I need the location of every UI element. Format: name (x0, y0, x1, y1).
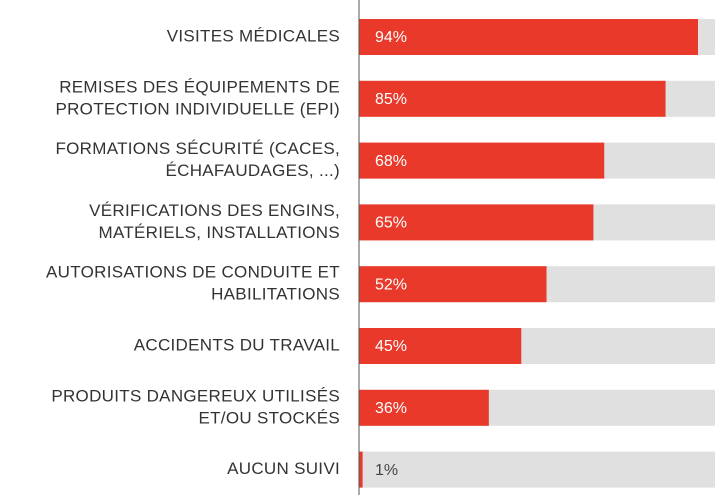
category-label: MATÉRIELS, INSTALLATIONS (99, 223, 340, 242)
category-label: VISITES MÉDICALES (167, 26, 340, 45)
bar (359, 328, 522, 364)
category-label: REMISES DES ÉQUIPEMENTS DE (59, 77, 340, 96)
category-label: ACCIDENTS DU TRAVAIL (134, 335, 340, 354)
bar (359, 451, 363, 488)
value-label: 36% (375, 400, 407, 417)
category-label: ET/OU STOCKÉS (198, 408, 340, 427)
bar (359, 266, 547, 303)
category-label: HABILITATIONS (211, 285, 340, 304)
value-label: 65% (375, 215, 407, 232)
category-label: AUTORISATIONS DE CONDUITE ET (46, 263, 340, 282)
category-label: VÉRIFICATIONS DES ENGINS, (89, 201, 340, 220)
bar (359, 80, 666, 117)
value-label: 68% (375, 153, 407, 170)
category-label: AUCUN SUIVI (227, 459, 340, 478)
bar (359, 389, 489, 426)
category-label: PROTECTION INDIVIDUELLE (EPI) (55, 99, 340, 118)
bar (359, 142, 605, 179)
category-label: PRODUITS DANGEREUX UTILISÉS (51, 386, 340, 405)
value-label: 45% (375, 338, 407, 355)
bar (359, 19, 698, 55)
value-label: 1% (375, 462, 398, 479)
value-label: 85% (375, 91, 407, 108)
value-label: 52% (375, 276, 407, 293)
category-label: ÉCHAFAUDAGES, ...) (166, 161, 341, 180)
value-label: 94% (375, 29, 407, 46)
bar (359, 204, 594, 241)
category-label: FORMATIONS SÉCURITÉ (CACES, (55, 139, 340, 158)
bar-track (359, 451, 715, 488)
